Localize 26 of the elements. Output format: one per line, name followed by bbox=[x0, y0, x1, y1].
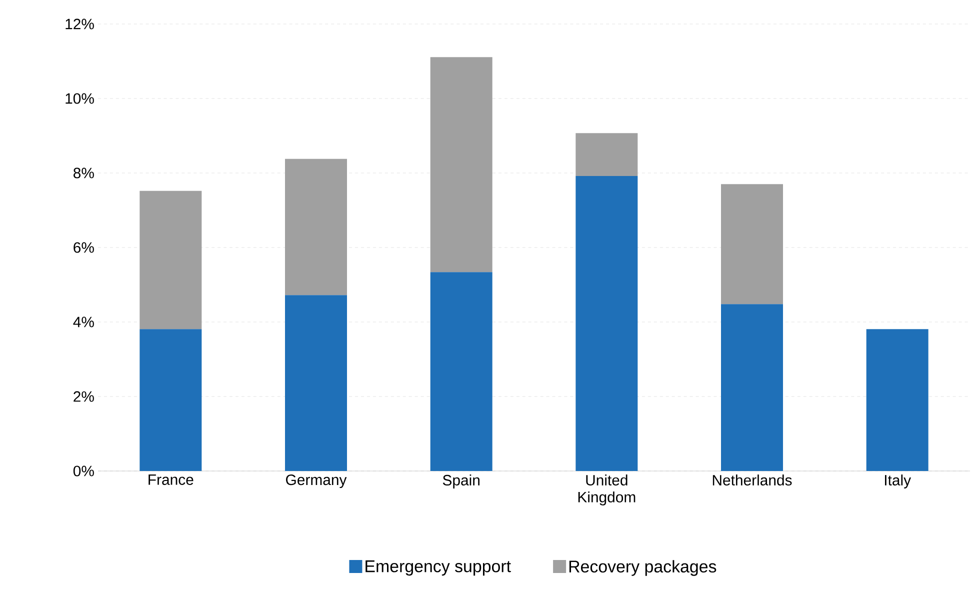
y-tick-label: 6% bbox=[74, 242, 94, 253]
legend-label: Recovery packages bbox=[569, 560, 716, 576]
y-tick-label: 0% bbox=[73, 466, 94, 476]
y-tick-label: 12% bbox=[66, 18, 94, 30]
bar bbox=[430, 57, 492, 272]
y-tick-label: 4% bbox=[73, 316, 94, 328]
x-tick-label: Germany bbox=[286, 474, 347, 488]
bar bbox=[576, 133, 638, 176]
x-tick-label: France bbox=[148, 474, 194, 485]
bar bbox=[140, 329, 202, 471]
bar bbox=[721, 304, 784, 471]
y-tick-label: 10% bbox=[66, 93, 94, 104]
x-tick-label: Spain bbox=[442, 474, 480, 488]
x-tick-label: Netherlands bbox=[712, 474, 792, 486]
y-tick-label: 8% bbox=[74, 168, 94, 178]
bar bbox=[576, 176, 638, 471]
x-tick-label: Italy bbox=[885, 474, 912, 488]
bar bbox=[285, 295, 347, 471]
legend-label: Emergency support bbox=[366, 560, 511, 576]
bar bbox=[721, 184, 784, 304]
y-tick-label: 2% bbox=[74, 391, 94, 402]
x-tick-label: United Kingdom bbox=[578, 474, 636, 506]
bar bbox=[430, 272, 492, 471]
bar bbox=[140, 190, 202, 330]
bar bbox=[866, 329, 928, 471]
bar bbox=[285, 158, 347, 296]
